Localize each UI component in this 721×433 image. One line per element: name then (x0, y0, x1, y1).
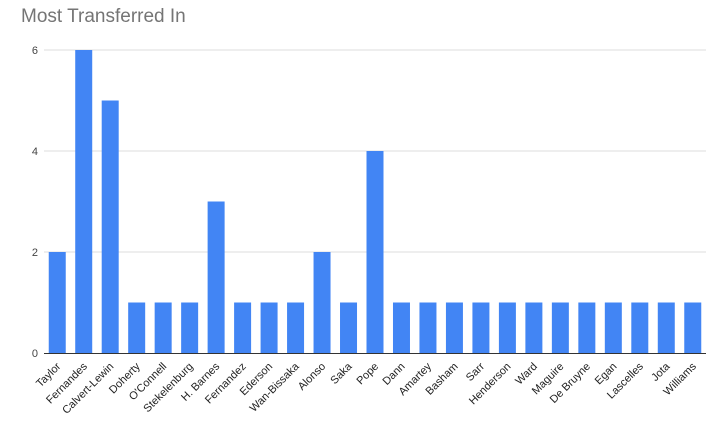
bar (260, 302, 278, 353)
bar (287, 302, 305, 353)
bar (684, 302, 702, 353)
bar (604, 302, 622, 353)
chart-title: Most Transferred In (21, 6, 186, 27)
bar (525, 302, 543, 353)
bar (657, 302, 675, 353)
x-tick-label: Alonso (296, 361, 328, 393)
bar (181, 302, 199, 353)
bar (392, 302, 410, 353)
bar (234, 302, 252, 353)
bar (445, 302, 463, 353)
bar (498, 302, 516, 353)
bar (551, 302, 569, 353)
bar (48, 252, 66, 353)
bar (366, 151, 384, 353)
x-tick-label: Pope (354, 361, 381, 388)
y-tick-label: 4 (32, 146, 38, 158)
bar (472, 302, 490, 353)
bar (631, 302, 649, 353)
y-tick-label: 6 (32, 45, 38, 57)
bar (128, 302, 146, 353)
y-tick-label: 2 (32, 247, 38, 259)
bar (101, 100, 119, 353)
x-tick-label: Sarr (464, 360, 487, 383)
bar (154, 302, 172, 353)
x-tick-label: Saka (328, 360, 355, 387)
y-axis-ticks: 0 2 4 6 (32, 45, 38, 360)
bar (578, 302, 596, 353)
x-axis-labels: TaylorFernandesCalvert-LewinDohertyO'Con… (34, 360, 699, 417)
y-tick-label: 0 (32, 348, 38, 360)
bars (48, 50, 702, 353)
bar (340, 302, 358, 353)
bar (419, 302, 437, 353)
bar (207, 201, 225, 353)
bar (313, 252, 331, 353)
bar (75, 50, 93, 353)
